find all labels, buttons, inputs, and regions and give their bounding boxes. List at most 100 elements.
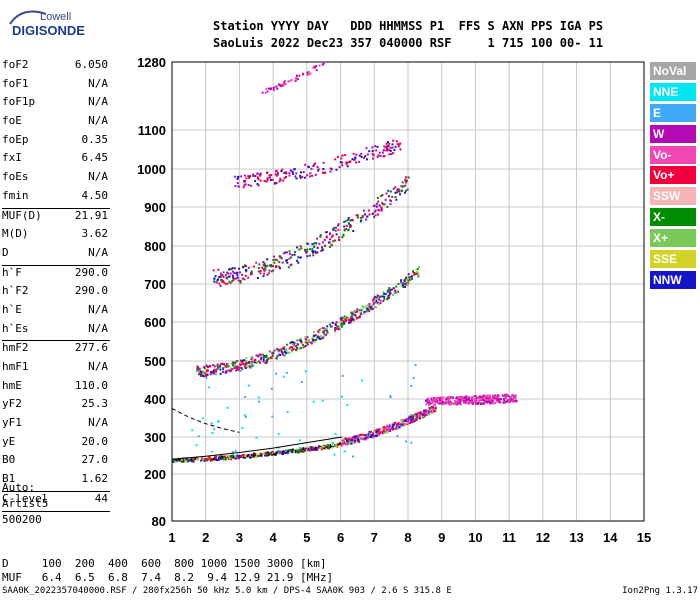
param-row: fmin 4.50: [2, 189, 108, 208]
echo-point: [380, 195, 383, 197]
echo-point: [364, 155, 367, 158]
echo-point: [446, 397, 449, 400]
echo-point: [375, 205, 378, 208]
echo-point: [338, 442, 341, 445]
echo-point: [384, 198, 387, 201]
echo-point: [505, 400, 508, 403]
echo-point: [365, 147, 368, 150]
echo-point: [414, 413, 417, 416]
echo-point: [496, 400, 499, 403]
echo-point: [334, 323, 337, 326]
echo-point: [475, 395, 477, 398]
echo-point: [439, 399, 441, 402]
echo-point: [385, 145, 388, 148]
echo-point: [267, 272, 270, 275]
echo-point: [220, 455, 223, 458]
echo-point: [231, 451, 234, 454]
param-value: 110.0: [74, 378, 108, 392]
echo-point: [262, 452, 265, 454]
echo-point: [236, 366, 239, 369]
echo-point: [391, 143, 394, 146]
echo-point: [315, 338, 318, 341]
echo-point: [325, 332, 328, 335]
echo-point: [374, 434, 377, 437]
echo-point: [337, 224, 339, 227]
param-value: 21.91: [74, 208, 108, 222]
echo-point: [354, 314, 357, 317]
echo-point: [279, 177, 282, 180]
echo-point: [482, 402, 485, 405]
echo-point: [385, 293, 387, 295]
echo-point: [404, 191, 406, 194]
echo-point: [302, 346, 305, 349]
echo-point: [330, 243, 333, 246]
echo-point: [390, 190, 392, 193]
logo-digisonde: DIGISONDE: [12, 23, 85, 38]
echo-point: [251, 356, 254, 359]
echo-point: [212, 364, 215, 367]
echo-point: [329, 245, 331, 248]
echo-point: [255, 436, 258, 439]
echo-point: [507, 395, 510, 397]
echo-point: [283, 355, 286, 358]
echo-point: [234, 361, 237, 364]
echo-point: [285, 171, 288, 174]
echo-point: [258, 173, 261, 176]
echo-point: [381, 295, 384, 298]
echo-point: [440, 403, 443, 406]
echo-point: [383, 295, 386, 298]
echo-point: [387, 195, 390, 198]
echo-point: [364, 310, 367, 313]
echo-point: [372, 157, 375, 160]
echo-point: [372, 301, 375, 304]
echo-point: [360, 309, 363, 312]
echo-point: [350, 312, 353, 315]
echo-point: [405, 179, 408, 182]
echo-point: [265, 451, 267, 454]
echo-point: [440, 402, 443, 405]
echo-point: [325, 235, 328, 238]
echo-point: [306, 342, 309, 345]
echo-point: [448, 398, 451, 401]
legend-item: E: [650, 103, 696, 122]
echo-point: [389, 149, 392, 152]
echo-point: [336, 443, 339, 446]
echo-point: [197, 373, 200, 376]
legend-item: NNW: [650, 270, 696, 289]
echo-point: [257, 178, 260, 181]
echo-point: [442, 402, 445, 405]
echo-point: [394, 186, 397, 189]
echo-point: [348, 222, 351, 225]
echo-point: [402, 286, 405, 289]
echo-point: [501, 394, 504, 397]
echo-point: [222, 368, 224, 371]
echo-point: [339, 317, 342, 320]
echo-point: [382, 291, 385, 294]
echo-point: [286, 410, 289, 413]
y-tick-label: 1100: [138, 123, 166, 138]
echo-point: [212, 370, 215, 372]
echo-point: [222, 271, 225, 274]
echo-point: [327, 241, 330, 244]
echo-point: [313, 245, 316, 248]
echo-point: [236, 454, 239, 457]
echo-point: [272, 351, 275, 354]
legend-item: X+: [650, 229, 696, 248]
echo-point: [299, 338, 301, 341]
param-name: foEp: [2, 132, 29, 146]
echo-point: [343, 315, 346, 318]
echo-point: [237, 368, 240, 371]
echo-point: [335, 168, 338, 171]
echo-point: [415, 272, 418, 275]
echo-point: [290, 350, 293, 353]
echo-point: [405, 282, 408, 285]
echo-point: [256, 361, 259, 364]
echo-point: [208, 456, 211, 459]
echo-point: [222, 458, 225, 461]
echo-point: [243, 174, 246, 177]
echo-point: [329, 444, 332, 447]
param-value: 0.35: [81, 132, 109, 146]
echo-point: [314, 66, 317, 69]
echo-point: [307, 449, 309, 451]
echo-point: [434, 403, 437, 406]
